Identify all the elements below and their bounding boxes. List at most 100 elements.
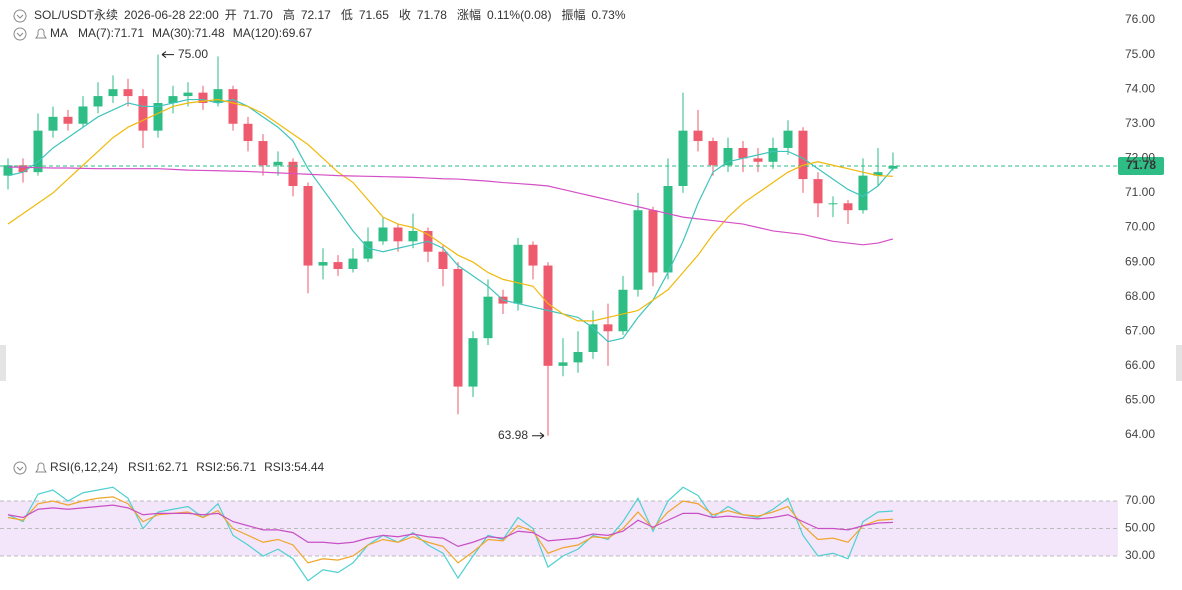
candle-body — [228, 89, 238, 124]
candle-body — [183, 92, 193, 97]
candle-body — [738, 147, 748, 159]
candle-body — [633, 210, 643, 290]
candle-body — [63, 116, 73, 124]
candle-body — [93, 96, 103, 107]
candle-body — [603, 324, 613, 332]
y-tick-label: 68.00 — [1125, 289, 1155, 303]
y-tick-label: 72.00 — [1125, 151, 1155, 165]
candle-body — [813, 179, 823, 204]
chevron — [16, 32, 24, 37]
candle-body — [408, 230, 418, 242]
candle-body — [348, 258, 358, 269]
y-tick-label: 70.00 — [1125, 220, 1155, 234]
indicator-line — [7, 166, 894, 246]
y-tick-label: 50.00 — [1125, 521, 1155, 535]
candle-body — [828, 203, 838, 205]
candle-body — [363, 241, 373, 259]
annotation-label: 75.00 — [178, 47, 208, 61]
candle-body — [588, 324, 598, 352]
candle-body — [468, 338, 478, 387]
y-tick-label: 75.00 — [1125, 47, 1155, 61]
y-tick-label: 69.00 — [1125, 254, 1155, 268]
field-value: 0.11%(0.08) — [487, 8, 551, 22]
field-label: 涨幅 — [457, 7, 481, 22]
candle-body — [138, 96, 148, 131]
candle-body — [663, 186, 673, 273]
candle-body — [243, 123, 253, 142]
field-label: 振幅 — [561, 7, 585, 22]
indicator-line — [7, 98, 894, 343]
indicator-name: RSI(6,12,24) — [50, 460, 118, 474]
candle-body — [753, 158, 763, 162]
field-label: 开 — [225, 8, 237, 22]
legend-entry: MA(120):69.67 — [233, 26, 313, 40]
candle-body — [543, 265, 553, 366]
collapse-icon[interactable] — [13, 9, 27, 23]
indicator-name: MA — [50, 26, 68, 40]
legend-entry: MA(7):71.71 — [78, 26, 144, 40]
candle-body — [708, 141, 718, 166]
candle-body — [573, 352, 583, 363]
candle-body — [648, 210, 658, 273]
candle-body — [318, 262, 328, 266]
bell-icon[interactable] — [35, 28, 47, 39]
candle-body — [303, 186, 313, 266]
chevron — [16, 14, 24, 19]
candle-body — [528, 244, 538, 266]
candle-body — [618, 289, 628, 332]
candle-body — [3, 165, 13, 176]
y-tick-label: 76.00 — [1125, 12, 1155, 26]
field-label: 高 — [283, 7, 295, 22]
candle-body — [843, 203, 853, 211]
indicator-line — [7, 98, 894, 322]
field-value: 0.73% — [591, 8, 625, 22]
legend-entry: RSI2:56.71 — [196, 460, 256, 474]
y-tick-label: 30.00 — [1125, 548, 1155, 562]
candle-body — [333, 262, 343, 269]
field-label: 低 — [341, 8, 353, 22]
scroll-right[interactable] — [1176, 345, 1182, 381]
chevron — [16, 466, 24, 471]
last-price-box — [1118, 156, 1164, 175]
candle-body — [258, 141, 268, 166]
candle-body — [858, 175, 868, 211]
collapse-icon[interactable] — [13, 27, 27, 41]
collapse-icon[interactable] — [13, 461, 27, 475]
scroll-left[interactable] — [0, 345, 6, 381]
candle-body — [78, 106, 88, 124]
indicator-line — [7, 504, 894, 548]
legend-entry: RSI1:62.71 — [128, 460, 188, 474]
candle-body — [213, 89, 223, 103]
field-value: 71.78 — [417, 8, 447, 22]
y-tick-label: 74.00 — [1125, 81, 1155, 95]
candle-body — [378, 227, 388, 242]
legend-entry: RSI3:54.44 — [264, 460, 324, 474]
legend-entry: MA(30):71.48 — [152, 26, 225, 40]
field-value: 71.65 — [359, 8, 389, 22]
field-value: 71.70 — [243, 8, 273, 22]
candle-body — [693, 130, 703, 142]
timestamp: 2026-06-28 22:00 — [124, 8, 219, 22]
candle-body — [483, 296, 493, 339]
indicator-line — [7, 496, 894, 564]
y-tick-label: 67.00 — [1125, 323, 1155, 337]
header — [13, 9, 47, 475]
field-value: 72.17 — [301, 8, 331, 22]
candle-body — [678, 130, 688, 186]
candle-body — [558, 362, 568, 366]
candle-body — [438, 251, 448, 269]
candle-body — [273, 161, 283, 166]
y-tick-label: 66.00 — [1125, 358, 1155, 372]
candle-body — [33, 130, 43, 173]
y-tick-label: 65.00 — [1125, 393, 1155, 407]
candle-body — [783, 130, 793, 148]
symbol: SOL/USDT永续 — [34, 8, 118, 22]
candle-body — [888, 165, 898, 169]
field-label: 收 — [399, 8, 411, 22]
y-tick-label: 71.00 — [1125, 185, 1155, 199]
candle-body — [393, 227, 403, 242]
bell-icon[interactable] — [35, 462, 47, 473]
y-tick-label: 70.00 — [1125, 493, 1155, 507]
candle-body — [873, 172, 883, 176]
